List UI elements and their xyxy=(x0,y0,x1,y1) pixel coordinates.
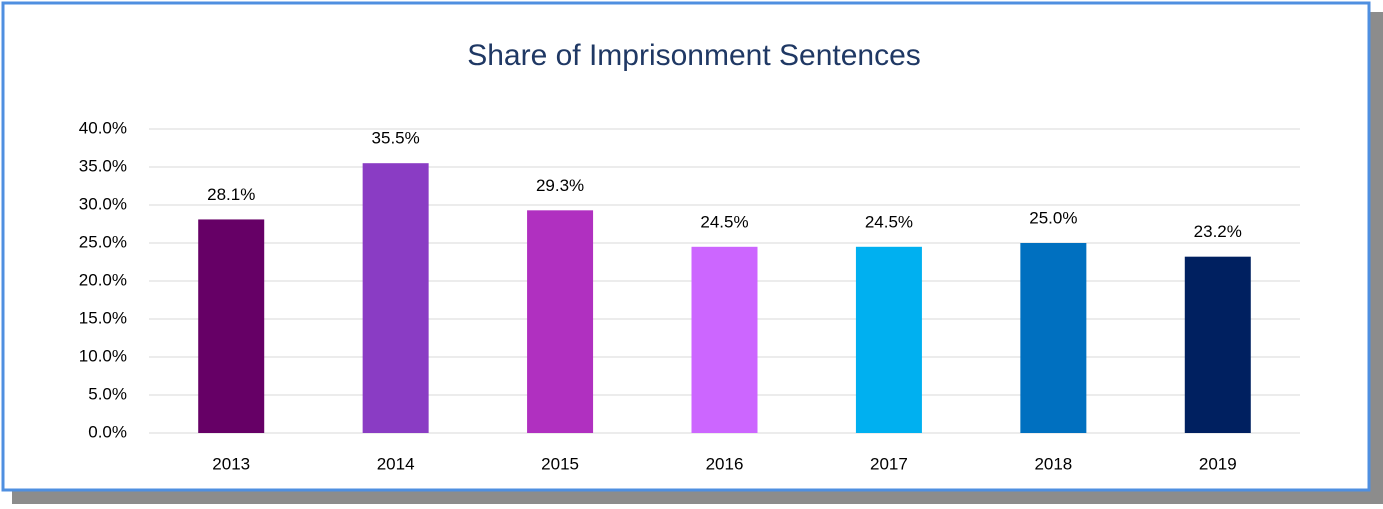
y-tick-label: 10.0% xyxy=(79,346,127,365)
data-label: 24.5% xyxy=(700,212,748,231)
bar xyxy=(855,246,922,433)
y-tick-label: 30.0% xyxy=(79,194,127,213)
x-tick-label: 2018 xyxy=(1034,454,1072,473)
bar xyxy=(198,219,265,433)
x-tick-label: 2017 xyxy=(870,454,908,473)
x-tick-label: 2015 xyxy=(541,454,579,473)
y-tick-label: 40.0% xyxy=(79,118,127,137)
data-label: 29.3% xyxy=(536,176,584,195)
bar xyxy=(1184,256,1251,433)
y-tick-label: 20.0% xyxy=(79,270,127,289)
y-tick-label: 5.0% xyxy=(88,384,127,403)
x-tick-label: 2014 xyxy=(377,454,415,473)
y-tick-label: 35.0% xyxy=(79,156,127,175)
data-label: 24.5% xyxy=(865,212,913,231)
data-label: 35.5% xyxy=(372,129,420,148)
bar xyxy=(691,246,758,433)
y-tick-label: 15.0% xyxy=(79,308,127,327)
bar xyxy=(527,210,594,433)
data-label: 25.0% xyxy=(1029,208,1077,227)
data-label: 23.2% xyxy=(1194,222,1242,241)
bar xyxy=(1020,243,1087,433)
bar xyxy=(362,163,429,433)
x-tick-label: 2016 xyxy=(706,454,744,473)
chart-title: Share of Imprisonment Sentences xyxy=(467,39,921,72)
data-label: 28.1% xyxy=(207,185,255,204)
y-tick-label: 25.0% xyxy=(79,232,127,251)
x-tick-label: 2013 xyxy=(212,454,250,473)
y-tick-label: 0.0% xyxy=(88,422,127,441)
x-tick-label: 2019 xyxy=(1199,454,1237,473)
